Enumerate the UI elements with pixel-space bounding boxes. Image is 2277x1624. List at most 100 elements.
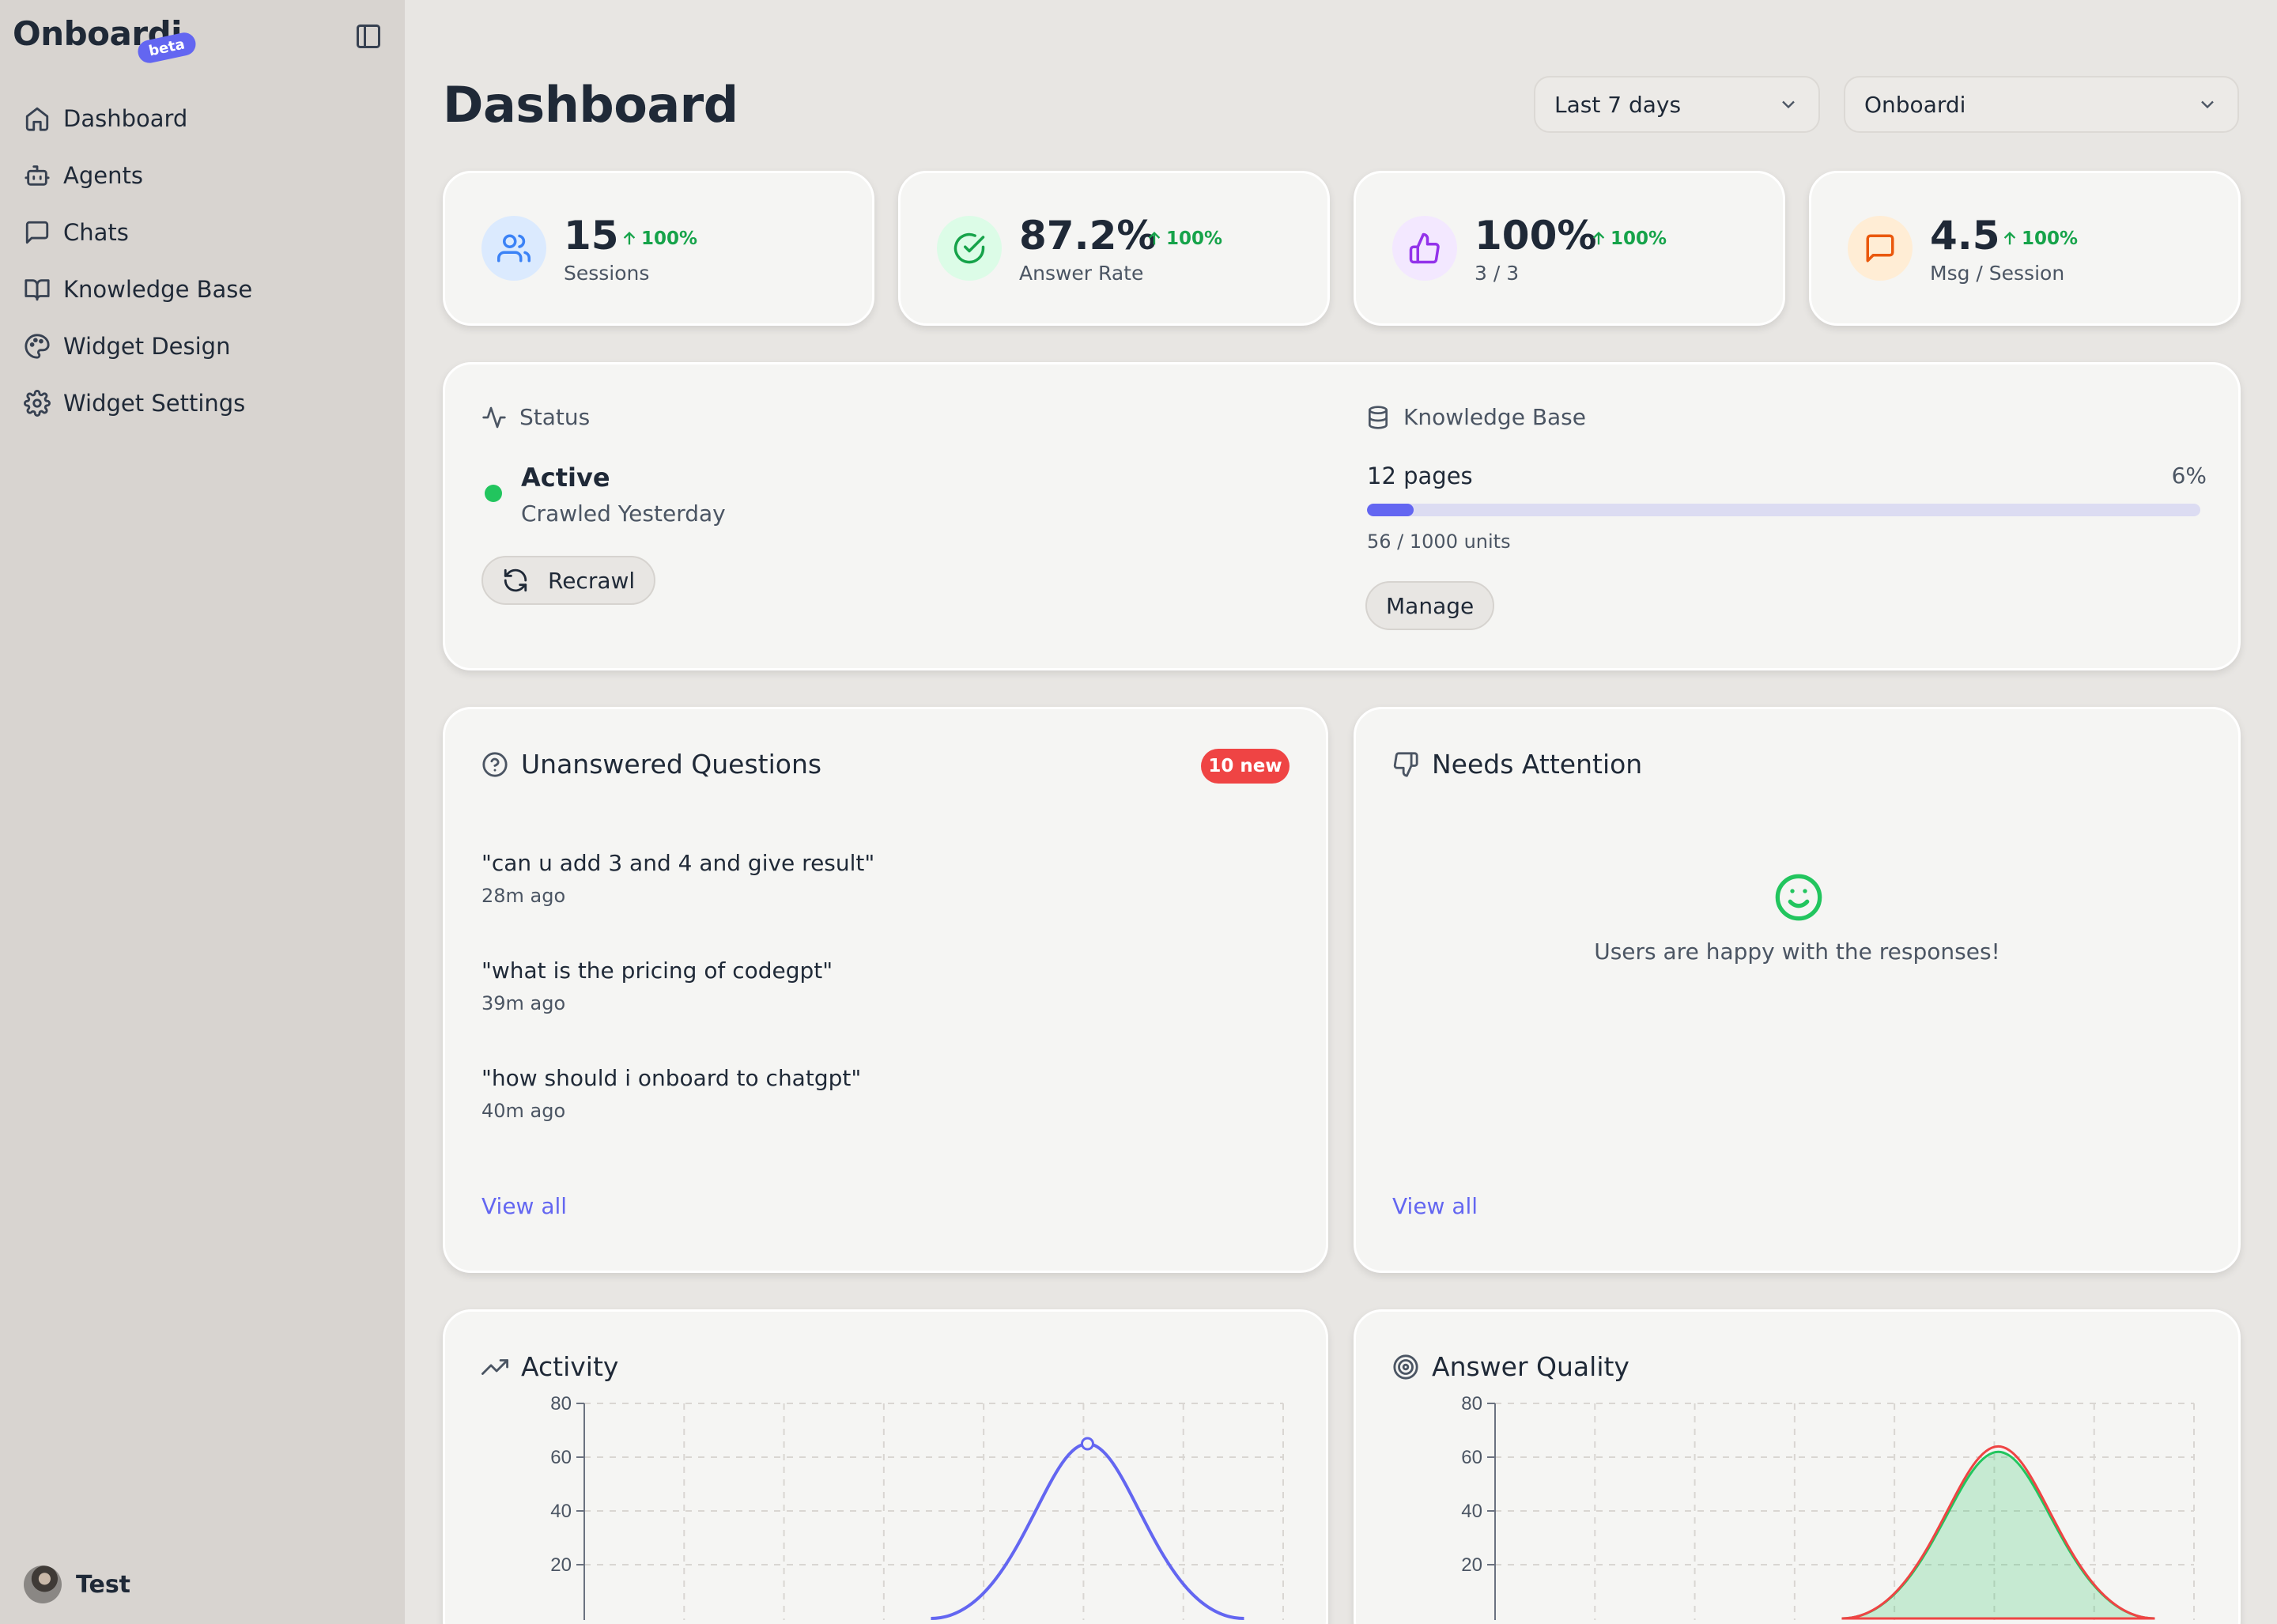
- sidebar-item-label: Dashboard: [63, 105, 188, 132]
- stat-value: 87.2%: [1019, 213, 1157, 259]
- sidebar-item-label: Knowledge Base: [63, 276, 253, 303]
- sidebar-item-label: Widget Settings: [63, 390, 246, 417]
- thumbs-up-icon: [1409, 232, 1440, 264]
- question-time: 28m ago: [481, 885, 566, 907]
- attention-title: Needs Attention: [1392, 749, 1642, 780]
- sidebar-item-widget-design[interactable]: Widget Design: [24, 318, 380, 375]
- question-text[interactable]: "can u add 3 and 4 and give result": [481, 850, 875, 876]
- manage-button[interactable]: Manage: [1365, 581, 1495, 630]
- question-text[interactable]: "what is the pricing of codegpt": [481, 957, 833, 984]
- target-icon: [1393, 1354, 1418, 1380]
- question-time: 40m ago: [481, 1100, 566, 1122]
- series-area: [1841, 1445, 2155, 1620]
- date-range-value: Last 7 days: [1554, 91, 1682, 118]
- refresh-icon: [504, 568, 527, 592]
- series-line: [931, 1441, 1244, 1620]
- y-tick-label: 40: [550, 1501, 572, 1522]
- date-range-select[interactable]: Last 7 days: [1534, 76, 1820, 133]
- stat-icon-bg: [937, 216, 1002, 281]
- sidebar-item-label: Chats: [63, 219, 129, 246]
- stat-delta: 100%: [1146, 228, 1222, 249]
- stat-card-answer-rate: 87.2% 100% Answer Rate: [898, 171, 1330, 326]
- stat-icon-bg: [1392, 216, 1457, 281]
- stat-delta: 100%: [2001, 228, 2078, 249]
- unanswered-view-all-link[interactable]: View all: [481, 1193, 568, 1219]
- crawled-text: Crawled Yesterday: [521, 500, 726, 527]
- attention-view-all-link[interactable]: View all: [1392, 1193, 1478, 1219]
- knowledge-progress-track: [1367, 504, 2200, 516]
- bot-icon: [25, 165, 50, 186]
- sidebar: Onboardi beta Dashboard Agents Chats Kno…: [0, 0, 405, 1624]
- trending-up-icon: [481, 1358, 508, 1375]
- knowledge-percent: 6%: [2171, 463, 2207, 489]
- y-tick-label: 20: [1461, 1554, 1482, 1576]
- agent-select[interactable]: Onboardi: [1844, 76, 2239, 133]
- activity-title: Activity: [481, 1351, 618, 1382]
- stat-label: Answer Rate: [1019, 262, 1144, 285]
- page-title: Dashboard: [443, 76, 738, 134]
- database-icon: [1369, 405, 1388, 429]
- chevron-down-icon: [1782, 100, 1795, 109]
- avatar: [24, 1565, 62, 1603]
- stat-value: 100%: [1475, 213, 1597, 259]
- activity-card: Activity 80 60 40 20: [443, 1309, 1328, 1624]
- knowledge-heading: Knowledge Base: [1365, 404, 1586, 430]
- knowledge-units: 56 / 1000 units: [1367, 531, 1511, 553]
- user-name: Test: [76, 1570, 131, 1599]
- message-square-icon: [25, 221, 49, 244]
- quality-card: Answer Quality 80 60 40 20: [1354, 1309, 2241, 1624]
- unanswered-title: Unanswered Questions: [481, 749, 821, 780]
- user-menu[interactable]: Test: [24, 1565, 130, 1603]
- thumbs-down-icon: [1393, 751, 1418, 777]
- stat-value: 15: [564, 213, 619, 259]
- sidebar-item-knowledge-base[interactable]: Knowledge Base: [24, 261, 380, 318]
- knowledge-pages: 12 pages: [1367, 463, 1473, 489]
- arrow-up-icon: [1148, 232, 1161, 245]
- users-icon: [497, 234, 531, 262]
- quality-chart: 80 60 40 20: [1461, 1393, 2195, 1620]
- stat-delta: 100%: [621, 228, 697, 249]
- y-tick-label: 60: [1461, 1447, 1482, 1468]
- attention-card: Needs Attention Users are happy with the…: [1354, 707, 2241, 1273]
- sidebar-item-dashboard[interactable]: Dashboard: [24, 90, 380, 147]
- stat-value: 4.5: [1930, 213, 2000, 259]
- stat-card-satisfaction: 100% 100% 3 / 3: [1354, 171, 1785, 326]
- question-text[interactable]: "how should i onboard to chatgpt": [481, 1065, 862, 1091]
- recrawl-button[interactable]: Recrawl: [481, 556, 656, 605]
- y-tick-label: 80: [550, 1393, 572, 1414]
- y-tick-label: 60: [550, 1447, 572, 1468]
- message-square-icon: [1866, 234, 1894, 262]
- y-tick-label: 20: [550, 1554, 572, 1576]
- stat-icon-bg: [481, 216, 546, 281]
- stat-label: 3 / 3: [1475, 262, 1520, 285]
- status-state: Active: [521, 463, 610, 493]
- stat-card-msg-per-session: 4.5 100% Msg / Session: [1809, 171, 2241, 326]
- unanswered-card: Unanswered Questions 10 new "can u add 3…: [443, 707, 1328, 1273]
- stat-label: Msg / Session: [1930, 262, 2065, 285]
- stat-icon-bg: [1848, 216, 1913, 281]
- smile-icon: [1775, 874, 1822, 921]
- activity-chart: 80 60 40 20: [550, 1393, 1284, 1620]
- sidebar-item-agents[interactable]: Agents: [24, 147, 380, 204]
- book-open-icon: [25, 279, 50, 301]
- attention-empty-text: Users are happy with the responses!: [1594, 939, 2000, 965]
- status-heading: Status: [481, 404, 590, 430]
- sidebar-toggle-icon[interactable]: [354, 22, 383, 51]
- sidebar-item-chats[interactable]: Chats: [24, 204, 380, 261]
- check-circle-icon: [953, 232, 985, 264]
- arrow-up-icon: [1592, 232, 1605, 245]
- arrow-up-icon: [623, 232, 636, 245]
- help-circle-icon: [482, 751, 508, 777]
- palette-icon: [25, 334, 50, 359]
- y-tick-label: 40: [1461, 1501, 1482, 1522]
- quality-title: Answer Quality: [1392, 1351, 1629, 1382]
- sidebar-item-label: Widget Design: [63, 333, 231, 360]
- data-point[interactable]: [1080, 1437, 1094, 1451]
- new-count-badge: 10 new: [1201, 749, 1290, 784]
- stat-delta: 100%: [1590, 228, 1667, 249]
- knowledge-progress-fill: [1367, 504, 1414, 516]
- status-dot: [485, 485, 502, 502]
- stat-card-sessions: 15 100% Sessions: [443, 171, 874, 326]
- question-time: 39m ago: [481, 992, 566, 1014]
- sidebar-item-widget-settings[interactable]: Widget Settings: [24, 375, 380, 432]
